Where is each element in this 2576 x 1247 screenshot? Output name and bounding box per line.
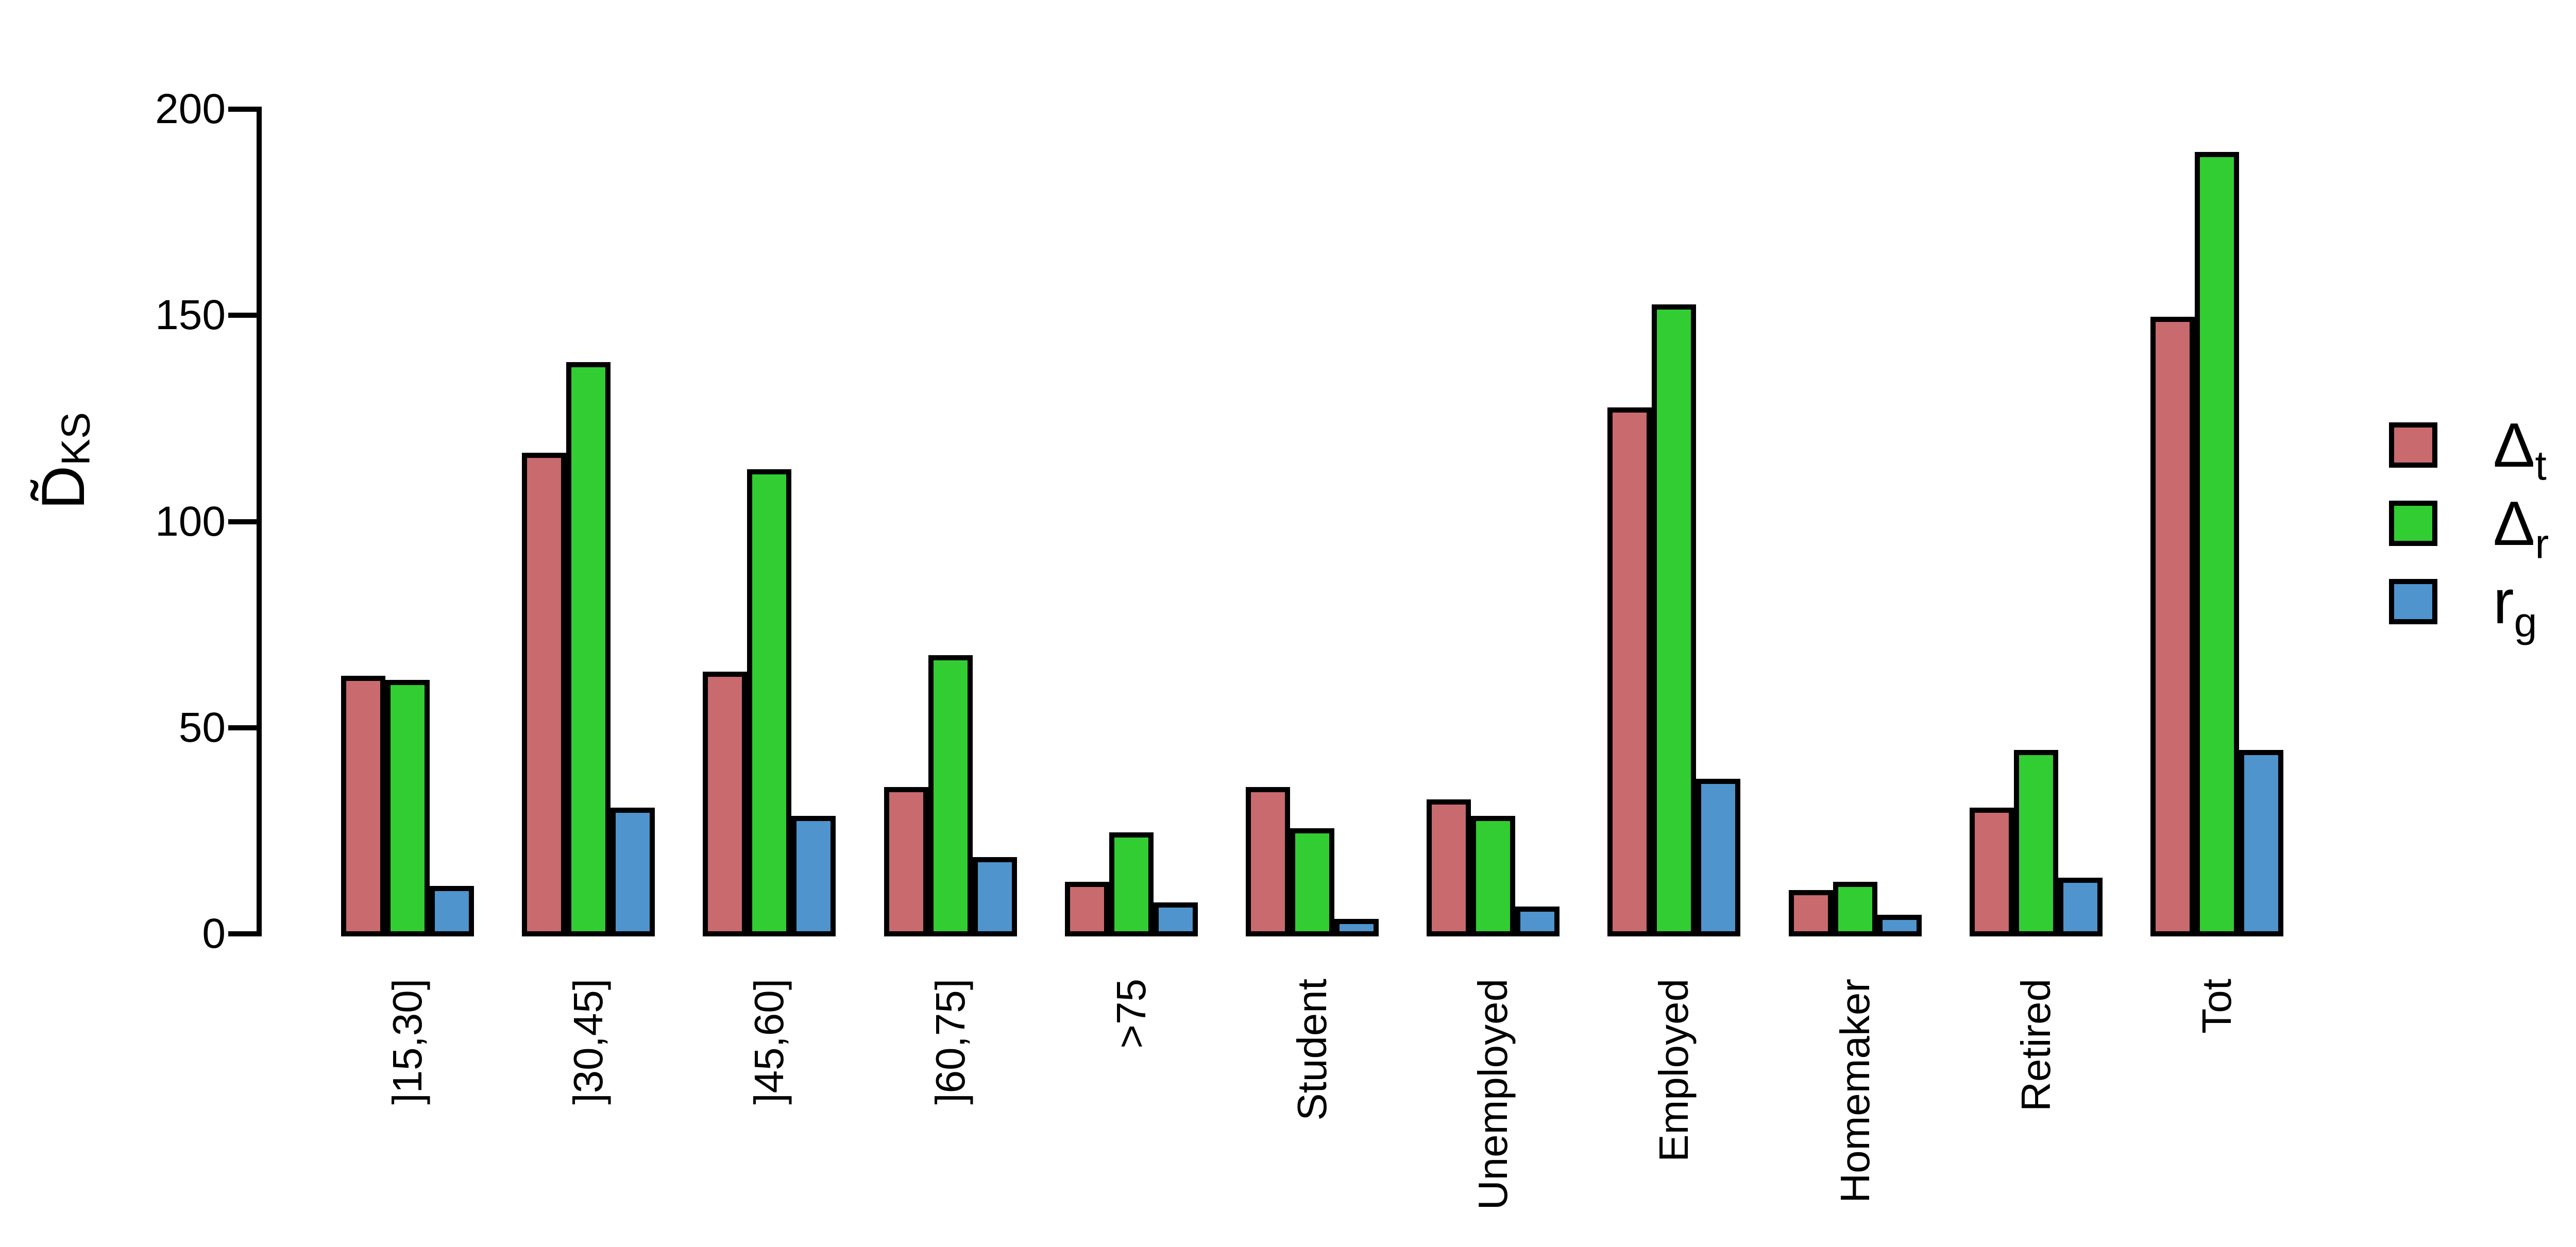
y-tick-label: 150 [155,292,226,339]
legend-swatch [2389,579,2437,624]
y-axis-label: D̃KS [28,412,98,512]
bar-rg-]30,45] [611,807,655,936]
x-axis-label-]15,30]: ]15,30] [384,979,430,1105]
bar-rg-]15,30] [430,885,474,936]
bar-Δr-Unemployed [1471,815,1516,936]
bar-Δr-Employed [1652,304,1697,936]
bar-Δr-]60,75] [928,655,973,936]
legend-item-Δr: Δr [2389,488,2549,565]
bar-Δr-]15,30] [385,679,430,936]
bar-Δr-Homemaker [1833,881,1877,936]
bar-Δt-Homemaker [1788,890,1833,936]
y-tick-line [228,725,257,730]
x-axis-label-]30,45]: ]30,45] [565,979,612,1105]
x-axis-label-]60,75]: ]60,75] [927,979,973,1105]
y-axis-label-text: D̃KS [29,412,98,510]
bar-Δr-Student [1290,828,1334,936]
legend-swatch [2389,422,2437,468]
legend-label: rg [2493,567,2537,646]
bar-Δt-]15,30] [341,675,385,936]
legend-label: Δr [2493,488,2549,568]
legend-item-rg: rg [2389,567,2549,643]
bar-rg-Student [1334,918,1379,936]
bar-Δt-Unemployed [1427,799,1471,936]
bar-rg-Homemaker [1877,914,1922,936]
legend-swatch [2389,501,2437,546]
x-axis-label-Unemployed: Unemployed [1470,979,1516,1210]
x-axis-label-Tot: Tot [2194,979,2240,1034]
bar-Δt->75 [1064,881,1109,936]
x-axis-label->75: >75 [1108,979,1154,1049]
y-tick-line [228,107,257,112]
bar-Δr-Tot [2195,152,2239,936]
x-axis-label-Retired: Retired [2012,979,2059,1112]
y-tick-label: 100 [155,498,226,545]
bar-rg-Unemployed [1515,906,1560,936]
y-tick-line [228,519,257,524]
x-axis-label-Employed: Employed [1651,979,1697,1162]
bar-rg-]45,60] [791,815,836,936]
legend-item-Δt: Δt [2389,410,2549,487]
bar-rg-Retired [2058,877,2103,936]
bar-Δt-Employed [1607,407,1652,936]
y-tick-label: 50 [178,704,226,751]
bar-rg-Tot [2239,749,2283,936]
bar-rg-]60,75] [972,857,1017,936]
bar-Δr-]45,60] [747,469,792,936]
bar-Δt-Retired [1969,807,2014,936]
x-axis-label-Student: Student [1289,979,1335,1121]
y-axis-line [257,107,262,936]
x-axis-label-]45,60]: ]45,60] [746,979,792,1105]
bar-Δt-Student [1246,787,1290,936]
x-axis-label-Homemaker: Homemaker [1832,979,1878,1203]
y-tick-label: 200 [155,86,226,132]
bar-rg-Employed [1696,778,1741,936]
bar-Δt-]60,75] [884,787,928,936]
bar-Δt-]45,60] [703,671,748,936]
bar-Δt-]30,45] [522,453,567,936]
bar-rg->75 [1153,902,1198,936]
bar-Δr->75 [1109,832,1154,936]
y-tick-line [228,313,257,318]
bar-Δr-]30,45] [566,362,611,936]
y-tick-label: 0 [202,910,226,957]
y-tick-line [228,931,257,936]
legend-label: Δt [2493,410,2547,489]
bar-Δt-Tot [2150,317,2195,936]
legend: Δt Δr rg [2389,410,2549,656]
bar-Δr-Retired [2013,749,2058,936]
